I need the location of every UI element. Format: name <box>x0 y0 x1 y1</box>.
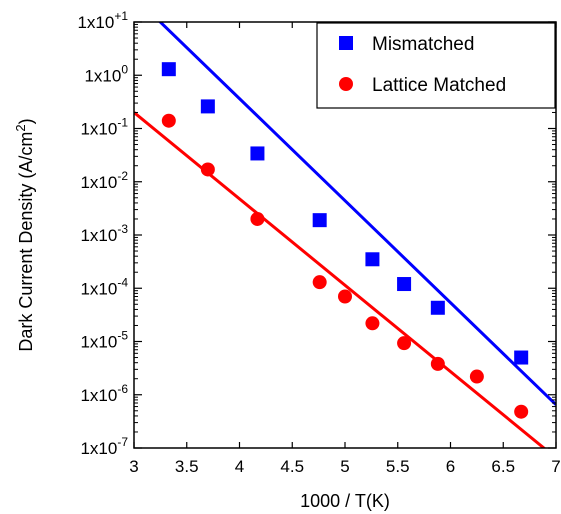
point-lattice-matched <box>161 113 176 128</box>
legend-box <box>316 22 556 109</box>
point-lattice-matched <box>250 211 265 226</box>
x-tick-label: 7 <box>551 457 560 476</box>
point-mismatched <box>161 62 176 77</box>
point-lattice-matched <box>397 336 412 351</box>
y-tick-label: 1x100 <box>84 62 128 85</box>
point-mismatched <box>365 252 380 267</box>
x-tick-label: 5 <box>340 457 349 476</box>
x-axis-title: 1000 / T(K) <box>300 491 390 511</box>
point-lattice-matched <box>200 162 215 177</box>
legend-label-lattice-matched: Lattice Matched <box>372 75 506 96</box>
y-tick-label: 1x10-7 <box>80 435 128 458</box>
x-tick-label: 6.5 <box>491 457 515 476</box>
point-lattice-matched <box>469 369 484 384</box>
x-tick-label: 3.5 <box>175 457 199 476</box>
y-axis-ticks: 1x10-7 1x10-6 1x10-5 1x10-4 1x10-3 1x10-2 1x10… <box>77 9 556 458</box>
point-mismatched <box>200 99 215 114</box>
y-tick-label: 1x10-3 <box>80 222 128 245</box>
y-axis-title: Dark Current Density (A/cm2) <box>13 118 36 351</box>
x-tick-label: 4 <box>235 457 244 476</box>
x-tick-label: 3 <box>129 457 138 476</box>
y-tick-label: 1x10-4 <box>80 275 128 298</box>
point-lattice-matched <box>312 275 327 290</box>
point-mismatched <box>514 350 529 365</box>
legend-label-mismatched: Mismatched <box>372 34 474 55</box>
legend: Mismatched Lattice Matched <box>316 22 556 109</box>
y-tick-label: 1x10-6 <box>80 382 128 405</box>
point-lattice-matched <box>430 356 445 371</box>
point-lattice-matched <box>338 289 352 304</box>
point-lattice-matched <box>514 404 529 419</box>
x-tick-label: 5.5 <box>386 457 410 476</box>
point-mismatched <box>250 146 265 161</box>
y-tick-label: 1x10-1 <box>80 116 128 139</box>
y-tick-label: 1x10-2 <box>80 169 128 192</box>
legend-marker-mismatched <box>339 36 353 50</box>
fit-line-lattice-matched <box>134 111 547 448</box>
legend-marker-lattice-matched <box>339 77 353 91</box>
y-tick-label: 1x10+1 <box>77 9 128 32</box>
point-mismatched <box>430 300 445 315</box>
y-tick-label: 1x10-5 <box>80 329 128 352</box>
data-points <box>161 62 529 419</box>
point-mismatched <box>312 213 327 228</box>
point-mismatched <box>397 277 412 292</box>
fit-line-mismatched <box>158 22 556 406</box>
x-tick-label: 4.5 <box>280 457 304 476</box>
x-tick-label: 6 <box>446 457 455 476</box>
point-lattice-matched <box>365 316 380 331</box>
